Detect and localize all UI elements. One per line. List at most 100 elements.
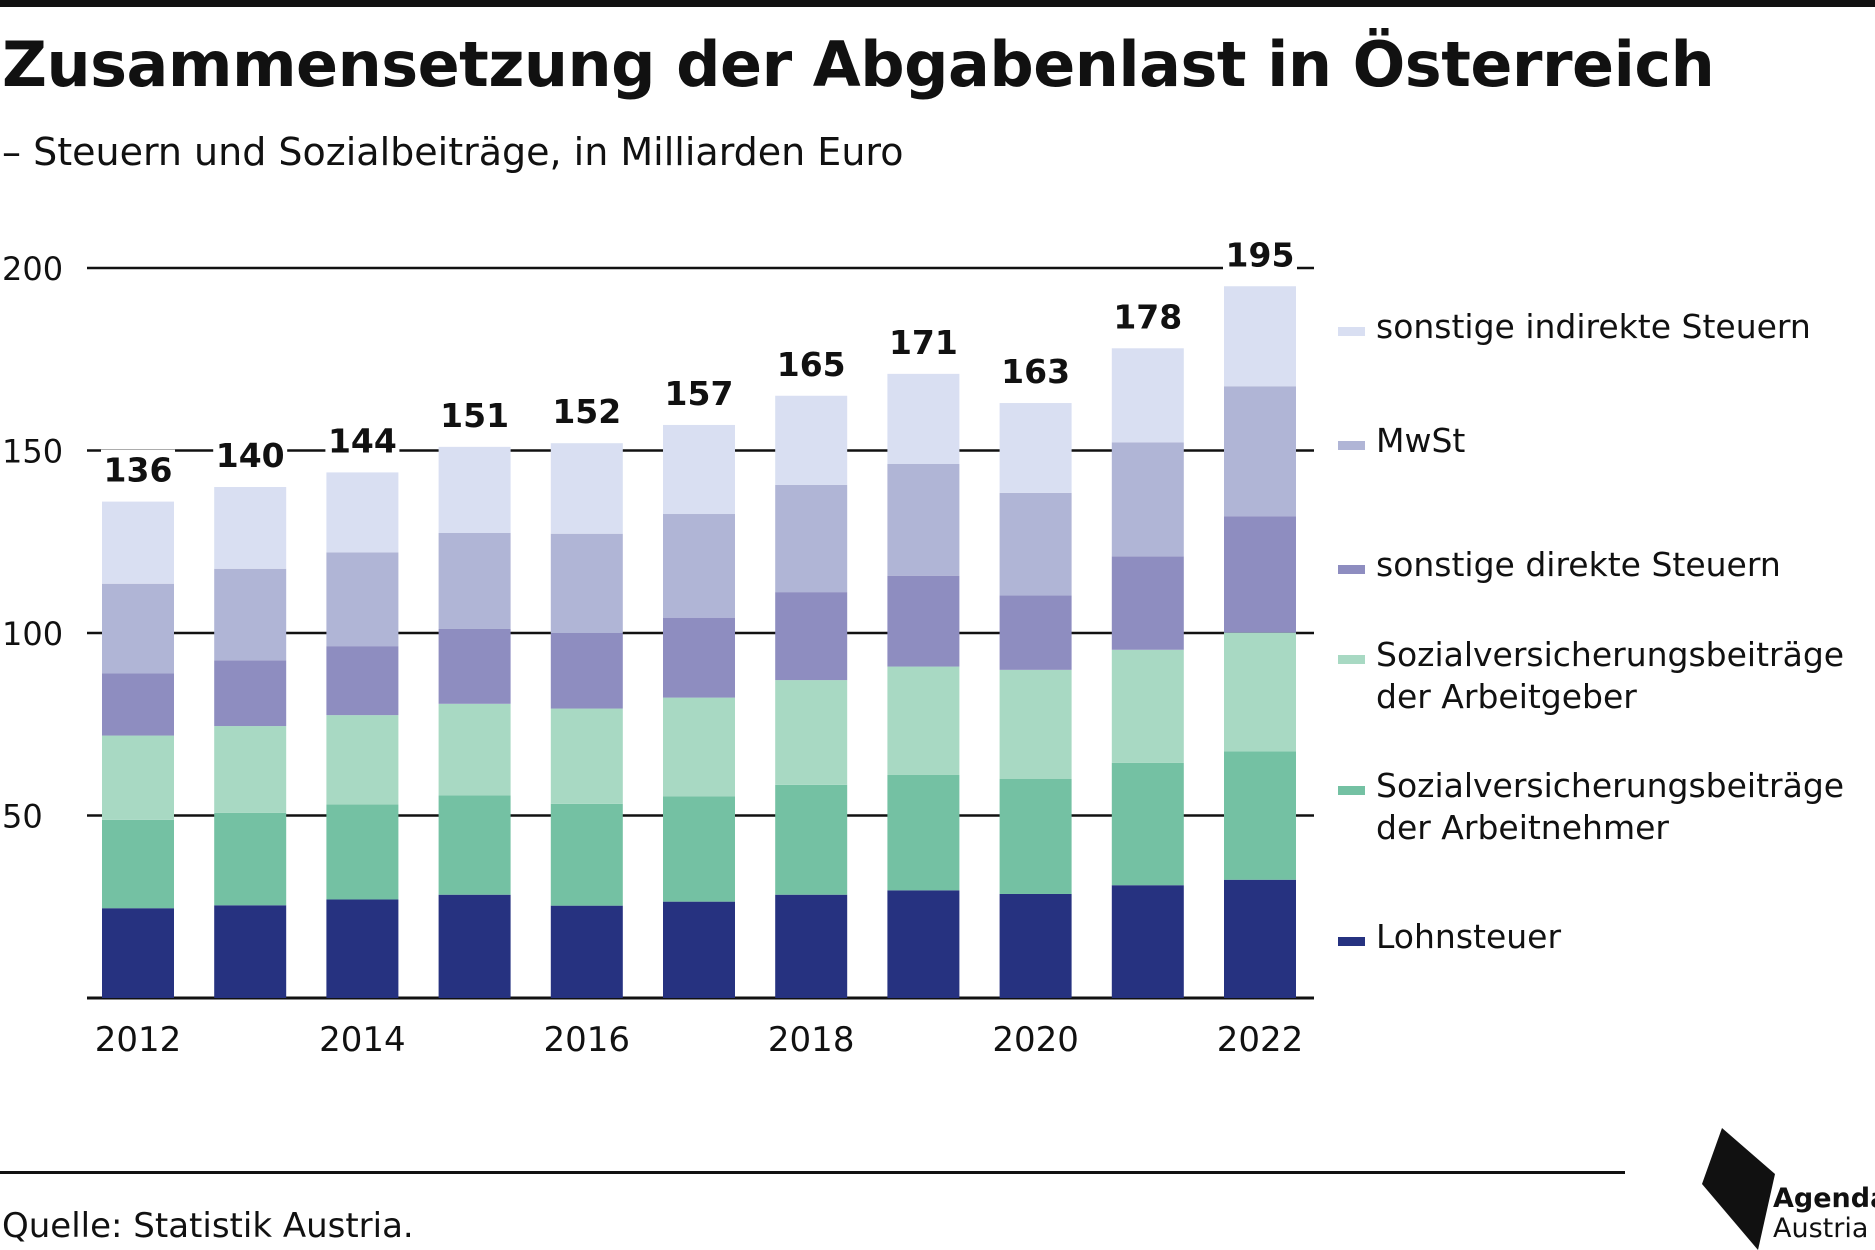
x-tick-label: 2014 [319, 1020, 406, 1060]
legend-label: Lohnsteuer [1376, 917, 1561, 956]
y-tick-label: 150 [2, 433, 63, 471]
bar-segment-2015-sonstige-indirekte-steuern [438, 446, 511, 533]
bar-segment-2017-sozialversicherungsbeiträge-der-arbeitgeber [663, 697, 735, 797]
bar-segment-2019-lohnsteuer [887, 890, 960, 998]
bar-segment-2012-sozialversicherungsbeiträge-der-arbeitnehmer [102, 819, 174, 909]
y-tick-label: 100 [2, 615, 63, 653]
logo-text-austria: Austria [1773, 1213, 1869, 1244]
agenda-austria-logo-icon [1702, 1128, 1775, 1250]
total-label-halo [662, 372, 736, 413]
bar-segment-2012-lohnsteuer [102, 908, 174, 998]
total-label-halo [437, 394, 512, 435]
total-label-halo [549, 391, 624, 432]
bar-segment-2020-lohnsteuer [999, 893, 1072, 998]
bar-total-label: 152 [552, 392, 621, 431]
bar-segment-2017-sonstige-indirekte-steuern [663, 424, 735, 515]
bar-segment-2017-mwst [663, 514, 735, 618]
legend-label: der Arbeitgeber [1376, 677, 1637, 716]
bar-segment-2021-sonstige-indirekte-steuern [1111, 348, 1184, 443]
logo-text-agenda: Agenda [1773, 1183, 1875, 1214]
legend-swatch [1338, 786, 1365, 795]
x-tick-label: 2016 [544, 1020, 631, 1060]
bar-segment-2022-sozialversicherungsbeiträge-der-arbeitnehmer [1224, 751, 1296, 880]
x-tick-label: 2018 [768, 1020, 855, 1060]
legend-swatch [1338, 937, 1365, 946]
total-label-halo [1110, 296, 1185, 337]
x-tick-label: 2020 [992, 1020, 1079, 1060]
total-label-halo [213, 435, 288, 475]
bar-segment-2016-sozialversicherungsbeiträge-der-arbeitgeber [550, 708, 623, 804]
bar-segment-2020-mwst [999, 492, 1072, 596]
bar-segment-2016-mwst [550, 533, 623, 633]
bar-total-label: 151 [440, 396, 509, 435]
bar-segment-2013-lohnsteuer [214, 905, 287, 998]
legend-swatch [1338, 565, 1365, 574]
bar-segment-2015-lohnsteuer [438, 894, 511, 998]
bar-total-label: 136 [104, 451, 173, 490]
bar-segment-2022-mwst [1224, 386, 1296, 517]
bar-segment-2014-lohnsteuer [326, 899, 399, 998]
bar-segment-2015-sozialversicherungsbeiträge-der-arbeitnehmer [438, 795, 511, 895]
legend-label: MwSt [1376, 421, 1465, 460]
bar-segment-2019-sozialversicherungsbeiträge-der-arbeitnehmer [887, 774, 960, 891]
bar-segment-2012-sonstige-direkte-steuern [102, 673, 174, 736]
bar-total-label: 195 [1226, 235, 1295, 274]
bar-segment-2018-sonstige-direkte-steuern [775, 592, 848, 681]
bar-segment-2020-sonstige-indirekte-steuern [999, 403, 1072, 493]
bar-segment-2018-lohnsteuer [775, 894, 848, 998]
bar-segment-2015-sonstige-direkte-steuern [438, 628, 511, 704]
bar-segment-2017-sonstige-direkte-steuern [663, 617, 735, 698]
bar-segment-2016-sozialversicherungsbeiträge-der-arbeitnehmer [550, 803, 623, 906]
bar-segment-2012-mwst [102, 583, 174, 674]
bar-total-label: 171 [889, 323, 958, 362]
x-tick-label: 2012 [95, 1020, 182, 1060]
bar-segment-2020-sozialversicherungsbeiträge-der-arbeitnehmer [999, 779, 1072, 894]
bar-segment-2019-sonstige-indirekte-steuern [887, 373, 960, 465]
bar-segment-2012-sozialversicherungsbeiträge-der-arbeitgeber [102, 735, 174, 820]
bar-segment-2021-lohnsteuer [1111, 885, 1184, 998]
bar-segment-2014-mwst [326, 552, 399, 647]
bar-segment-2022-sonstige-indirekte-steuern [1224, 286, 1296, 387]
bar-segment-2022-lohnsteuer [1224, 879, 1296, 998]
bar-total-label: 157 [665, 374, 734, 413]
x-tick-label: 2022 [1217, 1020, 1304, 1060]
bar-segment-2017-sozialversicherungsbeiträge-der-arbeitnehmer [663, 796, 735, 902]
bar-segment-2018-sozialversicherungsbeiträge-der-arbeitgeber [775, 680, 848, 785]
stacked-bar-chart: 50 100 150 200 136 2012 140 144 2014 151 152 2016 15… [2, 234, 1844, 1060]
total-label-halo [998, 351, 1073, 392]
bar-segment-2019-sonstige-direkte-steuern [887, 575, 960, 667]
bar-segment-2014-sozialversicherungsbeiträge-der-arbeitnehmer [326, 804, 399, 900]
bar-segment-2016-lohnsteuer [550, 905, 623, 998]
bar-segment-2014-sonstige-indirekte-steuern [326, 472, 399, 553]
total-label-halo [325, 420, 400, 461]
top-rule [0, 0, 1875, 7]
bar-total-label: 163 [1001, 352, 1070, 391]
bar-segment-2018-sonstige-indirekte-steuern [775, 395, 848, 485]
total-label-halo [774, 343, 849, 384]
bar-segment-2018-sozialversicherungsbeiträge-der-arbeitnehmer [775, 784, 848, 895]
bar-segment-2020-sozialversicherungsbeiträge-der-arbeitgeber [999, 669, 1072, 779]
bar-total-label: 144 [328, 421, 397, 460]
legend-swatch [1338, 327, 1365, 336]
source-note: Quelle: Statistik Austria. [2, 1206, 414, 1246]
bar-segment-2017-lohnsteuer [663, 901, 735, 998]
legend-label: sonstige indirekte Steuern [1376, 307, 1811, 346]
bottom-rule [0, 1171, 1625, 1174]
chart-subtitle: – Steuern und Sozialbeiträge, in Milliar… [2, 130, 904, 174]
bar-segment-2013-sozialversicherungsbeiträge-der-arbeitgeber [214, 726, 287, 813]
bar-segment-2013-sonstige-direkte-steuern [214, 660, 287, 727]
bar-segment-2021-sonstige-direkte-steuern [1111, 556, 1184, 650]
bar-segment-2021-sozialversicherungsbeiträge-der-arbeitgeber [1111, 649, 1184, 763]
bar-segment-2022-sozialversicherungsbeiträge-der-arbeitgeber [1224, 632, 1296, 752]
bar-segment-2016-sonstige-direkte-steuern [550, 633, 623, 709]
bar-segment-2020-sonstige-direkte-steuern [999, 595, 1072, 670]
chart-title: Zusammensetzung der Abgabenlast in Öster… [2, 28, 1715, 101]
bar-segment-2013-sozialversicherungsbeiträge-der-arbeitnehmer [214, 812, 287, 906]
bar-total-label: 140 [216, 436, 285, 475]
y-tick-label: 50 [2, 798, 43, 836]
bar-segment-2014-sonstige-direkte-steuern [326, 646, 399, 716]
legend-swatch [1338, 655, 1365, 664]
bar-segment-2018-mwst [775, 484, 848, 593]
bar-segment-2022-sonstige-direkte-steuern [1224, 516, 1296, 633]
bar-segment-2015-mwst [438, 532, 511, 629]
